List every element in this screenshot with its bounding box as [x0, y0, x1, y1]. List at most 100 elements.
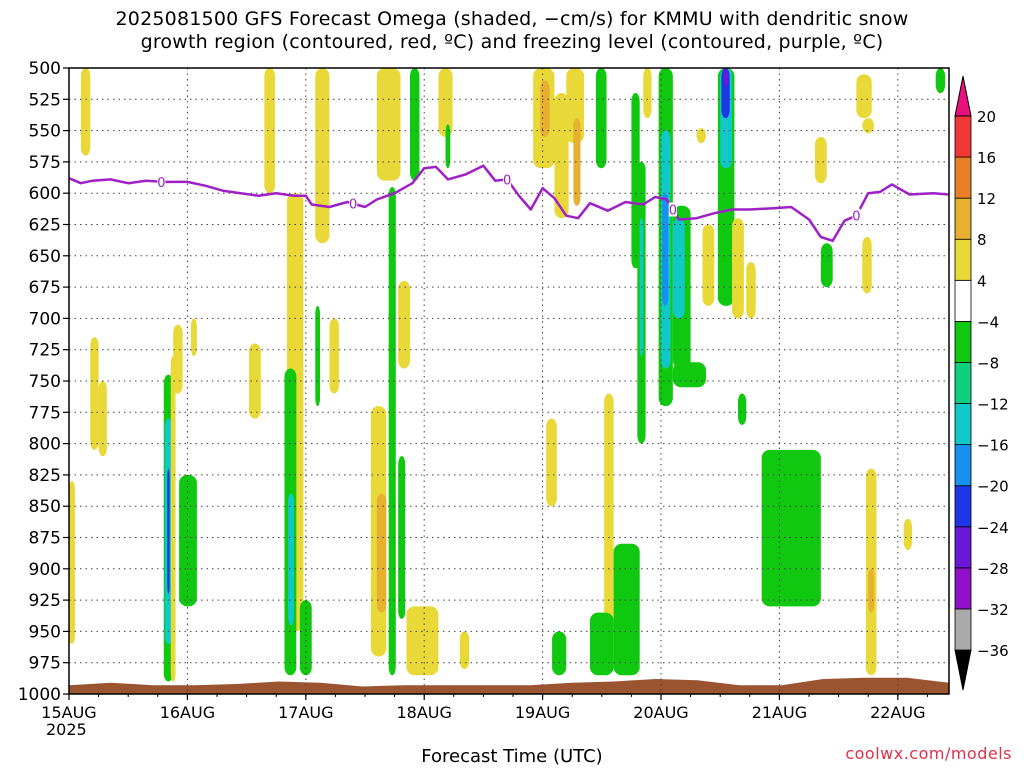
omega-region-6 [167, 468, 170, 594]
contour-label-bg-3 [668, 202, 677, 217]
omega-region-61 [761, 449, 821, 607]
colorbar-bin-4 [954, 444, 972, 487]
colorbar: −36 −32 −28 −24 −20 −16 −12 −8 −4 4 8 12 16 20 [954, 75, 1009, 691]
omega-region-2 [90, 337, 99, 450]
y-tick-label-850: 850 [29, 497, 61, 517]
omega-region-8 [179, 474, 197, 607]
omega-region-24 [398, 280, 410, 369]
omega-region-38 [604, 393, 614, 632]
colorbar-bin-11 [954, 156, 972, 199]
x-tick-label-18AUG: 18AUG [396, 703, 451, 722]
colorbar-bin-7 [954, 320, 972, 363]
omega-shading [69, 68, 946, 682]
y-tick-label-700: 700 [29, 309, 61, 329]
colorbar-label-3: −24 [977, 519, 1009, 537]
omega-region-3 [98, 381, 107, 457]
omega-region-30 [459, 631, 470, 669]
y-axis: 500 525 550 575 600 625 650 675 700 725 750 775 800 8… [18, 59, 69, 705]
colorbar-label-9: 4 [977, 272, 987, 290]
omega-region-51 [672, 362, 706, 388]
omega-region-40 [589, 612, 614, 676]
y-tick-label-575: 575 [29, 153, 61, 173]
omega-region-45 [643, 68, 652, 119]
omega-region-19 [329, 318, 339, 394]
omega-region-50 [672, 218, 685, 319]
colorbar-label-8: −4 [977, 313, 999, 331]
freezing-level-contour: 0 0 0 0 0 [68, 164, 950, 243]
freezing-level-line [68, 164, 950, 243]
omega-region-67 [868, 568, 875, 613]
ground-fill [69, 677, 949, 694]
contour-label-3: 0 [669, 203, 677, 218]
omega-region-17 [315, 68, 330, 244]
omega-region-52 [696, 128, 706, 144]
omega-region-60 [746, 262, 756, 319]
colorbar-label-2: −28 [977, 560, 1009, 578]
y-tick-label-900: 900 [29, 560, 61, 580]
colorbar-bin-1 [954, 567, 972, 610]
y-tick-label-650: 650 [29, 247, 61, 267]
y-tick-label-1000: 1000 [18, 685, 61, 705]
omega-region-16 [299, 600, 312, 676]
colorbar-bin-6 [954, 362, 972, 404]
contour-label-4: 0 [852, 210, 860, 225]
omega-region-18 [315, 305, 321, 407]
colorbar-label-4: −20 [977, 478, 1009, 496]
omega-region-65 [862, 118, 875, 134]
y-tick-label-625: 625 [29, 216, 61, 236]
credit-link[interactable]: coolwx.com/models [845, 744, 1012, 763]
colorbar-bin-8 [954, 279, 972, 322]
omega-region-28 [438, 68, 453, 137]
x-tick-label-16AUG: 16AUG [160, 703, 215, 722]
y-tick-label-600: 600 [29, 184, 61, 204]
y-tick-label-950: 950 [29, 622, 61, 642]
colorbar-cap-low [954, 649, 972, 691]
omega-region-11 [248, 343, 261, 419]
colorbar-label-12: 16 [977, 149, 996, 167]
omega-region-62 [814, 136, 827, 184]
omega-region-39 [552, 631, 567, 676]
omega-region-29 [445, 124, 451, 169]
x-tick-label-21AUG: 21AUG [752, 703, 807, 722]
omega-region-36 [573, 118, 581, 206]
y-tick-label-550: 550 [29, 122, 61, 142]
x-tick-label-17AUG: 17AUG [278, 703, 333, 722]
colorbar-cap-high [954, 75, 972, 117]
chart-title-line1: 2025081500 GFS Forecast Omega (shaded, −… [115, 8, 909, 30]
omega-region-15 [288, 493, 294, 626]
y-tick-label-525: 525 [29, 90, 61, 110]
colorbar-label-0: −36 [977, 642, 1009, 660]
chart-title-line2: growth region (contoured, red, ºC) and f… [140, 31, 884, 53]
y-tick-label-825: 825 [29, 466, 61, 486]
omega-region-64 [856, 74, 872, 119]
colorbar-label-13: 20 [977, 108, 996, 126]
omega-region-34 [546, 418, 557, 507]
colorbar-bin-2 [954, 526, 972, 569]
y-tick-label-975: 975 [29, 654, 61, 674]
colorbar-label-1: −32 [977, 601, 1009, 619]
colorbar-label-11: 12 [977, 190, 996, 208]
y-tick-label-925: 925 [29, 591, 61, 611]
omega-region-23 [388, 186, 396, 676]
contour-label-1: 0 [349, 198, 357, 213]
colorbar-bin-10 [954, 197, 972, 240]
omega-region-27 [406, 606, 439, 676]
grid-lines [69, 68, 949, 694]
omega-region-59 [737, 393, 747, 425]
omega-region-58 [732, 218, 744, 319]
omega-region-1 [69, 481, 75, 644]
x-axis: 15AUG 16AUG 17AUG 18AUG 19AUG 20AUG 21AUG 22AUG [41, 694, 928, 722]
contour-label-bg-1 [349, 196, 358, 211]
ground-surface [69, 677, 949, 694]
contour-label-bg-4 [852, 208, 861, 223]
omega-region-7 [170, 355, 176, 682]
colorbar-bin-3 [954, 485, 972, 528]
omega-region-32 [540, 80, 550, 137]
colorbar-bin-12 [954, 115, 972, 158]
omega-region-69 [903, 518, 913, 551]
omega-region-9 [173, 324, 183, 394]
colorbar-label-5: −16 [977, 437, 1009, 455]
contour-label-0: 0 [157, 176, 165, 191]
y-tick-label-500: 500 [29, 59, 61, 79]
omega-region-70 [935, 68, 946, 94]
